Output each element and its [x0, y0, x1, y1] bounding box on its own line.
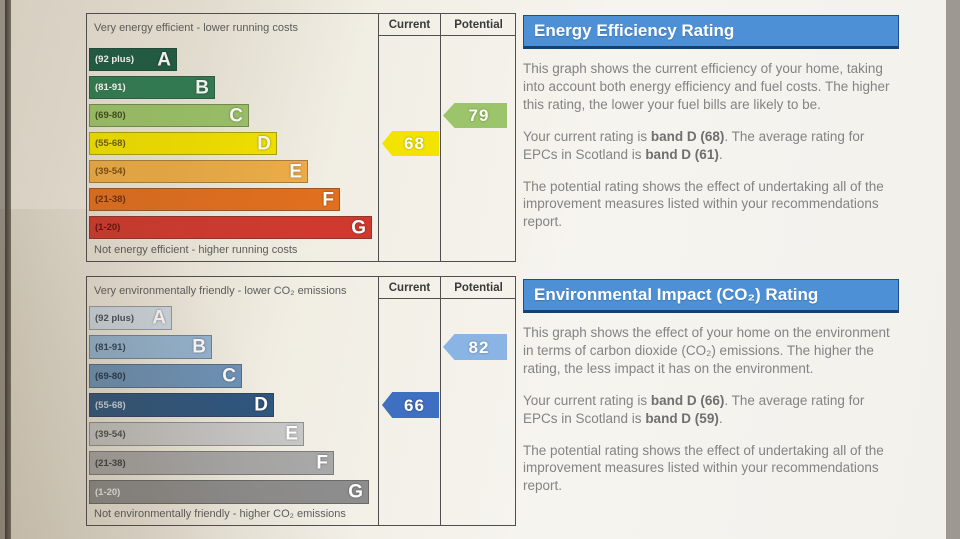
band-bar-d: (55-68) D: [89, 393, 274, 417]
potential-column-divider: [440, 14, 441, 261]
current-band-text: band D (68): [650, 128, 725, 144]
band-range-label: (39-54): [95, 166, 126, 177]
energy-efficiency-section: Energy Efficiency Rating This graph show…: [523, 15, 899, 245]
text-segment: . The average rating for EPCs in Scotlan…: [523, 128, 865, 162]
current-rating-value: 66: [404, 395, 425, 415]
band-range-label: (55-68): [95, 399, 126, 411]
band-letter: A: [157, 49, 171, 70]
potential-column-header: Potential: [454, 282, 503, 294]
current-column-divider: [378, 277, 379, 525]
energy-efficiency-chart: Current Potential Very energy efficient …: [86, 13, 516, 262]
potential-column-divider: [440, 277, 441, 525]
potential-rating-value: 82: [468, 337, 490, 357]
current-rating-arrow: 66: [382, 392, 439, 418]
band-bar-e: (39-54) E: [89, 160, 308, 183]
band-letter: A: [152, 307, 166, 329]
band-range-label: (55-68): [95, 138, 126, 149]
current-column-header: Current: [388, 19, 431, 31]
column-header-divider: [378, 298, 515, 299]
band-bar-f: (21-38) F: [89, 451, 334, 475]
chart-top-caption: Very energy efficient - lower running co…: [94, 22, 299, 34]
potential-column-header: Potential: [454, 19, 503, 31]
current-rating-value: 68: [404, 134, 425, 153]
band-bar-a: (92 plus) A: [89, 48, 177, 71]
environmental-impact-section: Environmental Impact (CO₂) Rating This g…: [523, 279, 899, 509]
band-bar-a: (92 plus) A: [89, 306, 172, 330]
band-letter: D: [254, 394, 268, 416]
text-segment: Your current rating is: [523, 392, 651, 408]
current-column-divider: [378, 14, 379, 261]
current-column-header: Current: [388, 282, 431, 294]
page-edge-shadow: [5, 0, 11, 539]
band-range-label: (81-91): [95, 82, 126, 93]
text-segment: .: [718, 410, 723, 426]
average-band-text: band D (61): [645, 146, 719, 162]
band-range-label: (21-38): [95, 457, 126, 469]
average-band-text: band D (59): [645, 410, 719, 426]
section-heading-banner: Energy Efficiency Rating: [523, 15, 899, 50]
potential-explanation-paragraph: The potential rating shows the effect of…: [523, 178, 884, 230]
band-bar-b: (81-91) B: [89, 76, 215, 99]
chart-bottom-caption: Not energy efficient - higher running co…: [94, 244, 298, 256]
band-bar-f: (21-38) F: [89, 188, 340, 211]
band-letter: C: [229, 105, 243, 126]
band-letter: B: [192, 336, 206, 358]
text-segment: . The average rating for EPCs in Scotlan…: [523, 392, 865, 426]
band-letter: E: [289, 161, 302, 182]
band-bar-g: (1-20) G: [89, 480, 369, 504]
band-range-label: (69-80): [95, 370, 126, 382]
potential-rating-arrow: 82: [443, 334, 507, 360]
potential-explanation-paragraph: The potential rating shows the effect of…: [523, 442, 884, 494]
band-range-label: (21-38): [95, 194, 126, 205]
epc-document-page: Current Potential Very energy efficient …: [11, 0, 946, 539]
band-bar-e: (39-54) E: [89, 422, 304, 446]
text-segment: Your current rating is: [523, 128, 651, 144]
band-letter: D: [257, 133, 271, 154]
band-range-label: (92 plus): [95, 312, 135, 324]
description-paragraph: This graph shows the effect of your home…: [523, 325, 890, 377]
potential-rating-arrow: 79: [443, 103, 507, 128]
rating-bands: (92 plus) A (81-91) B (69-80) C (55-68) …: [89, 48, 372, 244]
band-range-label: (69-80): [95, 110, 126, 121]
band-range-label: (39-54): [95, 428, 126, 440]
rating-bands: (92 plus) A (81-91) B (69-80) C (55-68) …: [89, 306, 369, 509]
section-heading-banner: Environmental Impact (CO₂) Rating: [523, 279, 899, 314]
text-segment: .: [718, 146, 723, 162]
band-letter: G: [348, 481, 363, 503]
band-bar-g: (1-20) G: [89, 216, 372, 239]
band-bar-b: (81-91) B: [89, 335, 212, 359]
description-paragraph: This graph shows the current efficiency …: [523, 61, 890, 113]
chart-top-caption: Very environmentally friendly - lower CO…: [94, 285, 347, 297]
band-range-label: (1-20): [95, 222, 121, 233]
rating-summary-paragraph: Your current rating is band D (68). The …: [523, 128, 899, 164]
band-bar-d: (55-68) D: [89, 132, 277, 155]
band-range-label: (92 plus): [95, 54, 135, 65]
current-rating-arrow: 68: [382, 131, 439, 156]
band-letter: E: [285, 423, 298, 445]
band-letter: F: [316, 452, 328, 474]
rating-summary-paragraph: Your current rating is band D (66). The …: [523, 392, 899, 428]
band-letter: G: [351, 217, 366, 238]
band-range-label: (81-91): [95, 341, 126, 353]
column-header-divider: [378, 35, 515, 36]
band-letter: C: [222, 365, 236, 387]
band-letter: F: [322, 189, 334, 210]
band-letter: B: [195, 77, 209, 98]
current-band-text: band D (66): [650, 392, 725, 408]
chart-bottom-caption: Not environmentally friendly - higher CO…: [94, 508, 346, 520]
band-range-label: (1-20): [95, 486, 121, 498]
potential-rating-value: 79: [468, 106, 490, 125]
band-bar-c: (69-80) C: [89, 104, 249, 127]
environmental-impact-chart: Current Potential Very environmentally f…: [86, 276, 516, 526]
band-bar-c: (69-80) C: [89, 364, 242, 388]
